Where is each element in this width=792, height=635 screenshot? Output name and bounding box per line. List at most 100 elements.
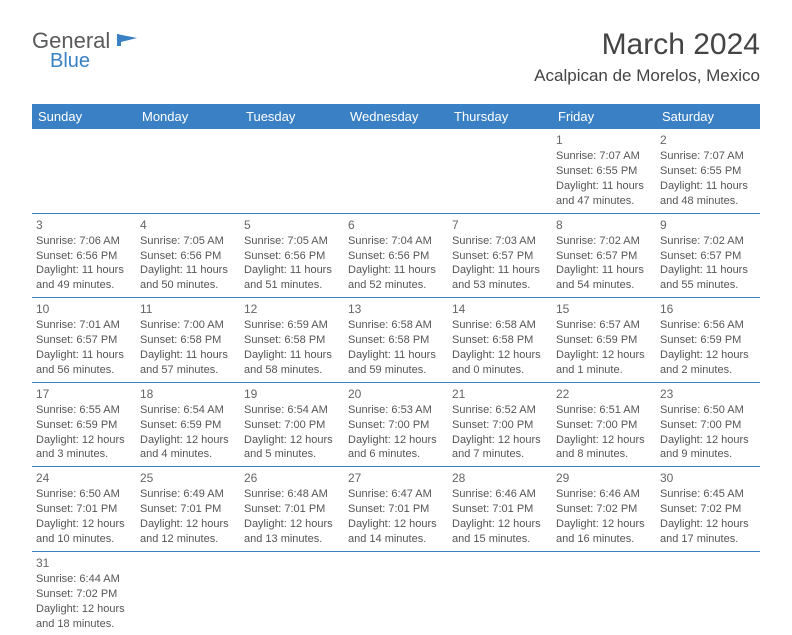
cell-text: and 14 minutes.	[348, 532, 444, 547]
cell-text: and 56 minutes.	[36, 363, 132, 378]
cell-text: Sunset: 6:56 PM	[348, 249, 444, 264]
cell-text: Daylight: 12 hours	[660, 433, 756, 448]
calendar-cell: 8Sunrise: 7:02 AMSunset: 6:57 PMDaylight…	[552, 213, 656, 298]
calendar-cell: 5Sunrise: 7:05 AMSunset: 6:56 PMDaylight…	[240, 213, 344, 298]
cell-text: Daylight: 12 hours	[348, 433, 444, 448]
cell-text: Daylight: 11 hours	[244, 263, 340, 278]
day-header: Thursday	[448, 104, 552, 129]
cell-text: Sunrise: 6:50 AM	[660, 403, 756, 418]
cell-text: Daylight: 11 hours	[140, 348, 236, 363]
calendar-cell: 25Sunrise: 6:49 AMSunset: 7:01 PMDayligh…	[136, 467, 240, 552]
cell-text: Sunset: 7:01 PM	[140, 502, 236, 517]
day-header: Wednesday	[344, 104, 448, 129]
cell-text: Daylight: 12 hours	[348, 517, 444, 532]
cell-text: and 53 minutes.	[452, 278, 548, 293]
cell-text: and 4 minutes.	[140, 447, 236, 462]
cell-text: Daylight: 12 hours	[36, 517, 132, 532]
cell-text: and 49 minutes.	[36, 278, 132, 293]
logo-text-blue: Blue	[50, 50, 141, 73]
cell-text: and 54 minutes.	[556, 278, 652, 293]
calendar-row: 3Sunrise: 7:06 AMSunset: 6:56 PMDaylight…	[32, 213, 760, 298]
cell-text: and 7 minutes.	[452, 447, 548, 462]
day-number: 22	[556, 386, 652, 402]
day-header: Monday	[136, 104, 240, 129]
calendar-cell: 29Sunrise: 6:46 AMSunset: 7:02 PMDayligh…	[552, 467, 656, 552]
cell-text: Sunset: 6:59 PM	[556, 333, 652, 348]
calendar-cell: 16Sunrise: 6:56 AMSunset: 6:59 PMDayligh…	[656, 298, 760, 383]
calendar-cell	[240, 551, 344, 635]
cell-text: Sunrise: 6:45 AM	[660, 487, 756, 502]
cell-text: Daylight: 12 hours	[452, 517, 548, 532]
cell-text: Sunset: 7:01 PM	[244, 502, 340, 517]
cell-text: Sunrise: 6:59 AM	[244, 318, 340, 333]
cell-text: and 55 minutes.	[660, 278, 756, 293]
calendar-cell: 14Sunrise: 6:58 AMSunset: 6:58 PMDayligh…	[448, 298, 552, 383]
day-number: 28	[452, 470, 548, 486]
day-number: 23	[660, 386, 756, 402]
day-number: 8	[556, 217, 652, 233]
day-number: 16	[660, 301, 756, 317]
cell-text: and 3 minutes.	[36, 447, 132, 462]
calendar-cell: 23Sunrise: 6:50 AMSunset: 7:00 PMDayligh…	[656, 382, 760, 467]
calendar-cell: 22Sunrise: 6:51 AMSunset: 7:00 PMDayligh…	[552, 382, 656, 467]
day-number: 2	[660, 132, 756, 148]
cell-text: Daylight: 11 hours	[140, 263, 236, 278]
cell-text: Daylight: 12 hours	[660, 517, 756, 532]
cell-text: and 8 minutes.	[556, 447, 652, 462]
cell-text: and 16 minutes.	[556, 532, 652, 547]
calendar-cell: 31Sunrise: 6:44 AMSunset: 7:02 PMDayligh…	[32, 551, 136, 635]
cell-text: Sunset: 6:59 PM	[140, 418, 236, 433]
day-number: 6	[348, 217, 444, 233]
day-number: 11	[140, 301, 236, 317]
cell-text: Sunrise: 7:05 AM	[140, 234, 236, 249]
location-text: Acalpican de Morelos, Mexico	[534, 66, 760, 86]
day-number: 13	[348, 301, 444, 317]
cell-text: Sunset: 6:58 PM	[452, 333, 548, 348]
day-header: Sunday	[32, 104, 136, 129]
cell-text: Sunrise: 6:48 AM	[244, 487, 340, 502]
calendar-cell: 6Sunrise: 7:04 AMSunset: 6:56 PMDaylight…	[344, 213, 448, 298]
calendar-cell	[136, 551, 240, 635]
calendar-cell	[136, 129, 240, 213]
cell-text: Sunset: 7:00 PM	[348, 418, 444, 433]
cell-text: Sunrise: 6:53 AM	[348, 403, 444, 418]
calendar-cell: 3Sunrise: 7:06 AMSunset: 6:56 PMDaylight…	[32, 213, 136, 298]
cell-text: and 1 minute.	[556, 363, 652, 378]
calendar-cell	[32, 129, 136, 213]
cell-text: Daylight: 12 hours	[36, 433, 132, 448]
day-number: 12	[244, 301, 340, 317]
cell-text: Daylight: 11 hours	[36, 263, 132, 278]
day-number: 24	[36, 470, 132, 486]
cell-text: Sunset: 6:57 PM	[452, 249, 548, 264]
day-number: 7	[452, 217, 548, 233]
cell-text: Sunset: 7:02 PM	[556, 502, 652, 517]
calendar-cell: 15Sunrise: 6:57 AMSunset: 6:59 PMDayligh…	[552, 298, 656, 383]
calendar-row: 10Sunrise: 7:01 AMSunset: 6:57 PMDayligh…	[32, 298, 760, 383]
cell-text: Sunset: 6:59 PM	[660, 333, 756, 348]
cell-text: Daylight: 11 hours	[244, 348, 340, 363]
calendar-cell: 17Sunrise: 6:55 AMSunset: 6:59 PMDayligh…	[32, 382, 136, 467]
cell-text: Daylight: 11 hours	[36, 348, 132, 363]
cell-text: and 12 minutes.	[140, 532, 236, 547]
calendar-cell: 11Sunrise: 7:00 AMSunset: 6:58 PMDayligh…	[136, 298, 240, 383]
calendar-cell	[448, 129, 552, 213]
day-number: 17	[36, 386, 132, 402]
cell-text: Sunset: 6:55 PM	[660, 164, 756, 179]
title-block: March 2024 Acalpican de Morelos, Mexico	[534, 28, 760, 86]
calendar-cell: 2Sunrise: 7:07 AMSunset: 6:55 PMDaylight…	[656, 129, 760, 213]
cell-text: Sunset: 7:00 PM	[452, 418, 548, 433]
calendar-cell: 4Sunrise: 7:05 AMSunset: 6:56 PMDaylight…	[136, 213, 240, 298]
cell-text: Sunrise: 7:07 AM	[660, 149, 756, 164]
day-number: 5	[244, 217, 340, 233]
cell-text: Daylight: 12 hours	[244, 517, 340, 532]
cell-text: Daylight: 12 hours	[452, 348, 548, 363]
cell-text: Daylight: 11 hours	[556, 179, 652, 194]
cell-text: Sunset: 7:01 PM	[348, 502, 444, 517]
cell-text: Sunset: 6:57 PM	[36, 333, 132, 348]
cell-text: Sunrise: 6:54 AM	[140, 403, 236, 418]
day-number: 18	[140, 386, 236, 402]
cell-text: Daylight: 12 hours	[556, 433, 652, 448]
cell-text: and 5 minutes.	[244, 447, 340, 462]
day-number: 21	[452, 386, 548, 402]
flag-icon	[117, 32, 141, 53]
